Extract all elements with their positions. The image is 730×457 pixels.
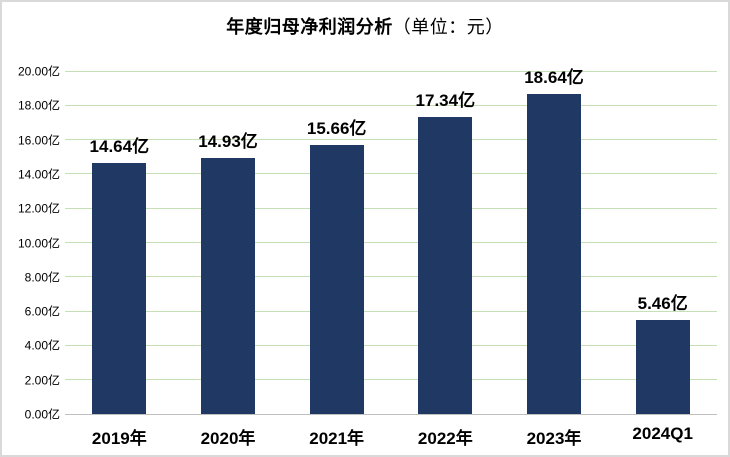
chart-title-main: 年度归母净利润分析 xyxy=(226,17,393,37)
y-gridline xyxy=(65,242,717,243)
x-axis-category-label: 2022年 xyxy=(417,429,473,448)
y-axis-tick-label: 2.00亿 xyxy=(24,373,60,388)
bar-value-label: 17.34亿 xyxy=(415,90,476,110)
bar-value-label: 14.64亿 xyxy=(89,136,150,156)
chart-title: 年度归母净利润分析（单位：元） xyxy=(2,13,728,39)
x-axis-category-label: 2020年 xyxy=(200,429,256,448)
y-axis-tick-label: 18.00亿 xyxy=(17,98,60,113)
y-gridline xyxy=(65,139,717,141)
x-axis-category-label: 2019年 xyxy=(91,429,147,448)
chart-bar-1 xyxy=(201,157,255,414)
y-axis-tick-label: 8.00亿 xyxy=(24,270,60,285)
y-axis-tick-label: 16.00亿 xyxy=(17,133,60,148)
y-axis-tick-label: 20.00亿 xyxy=(17,64,60,79)
y-gridline xyxy=(65,379,717,381)
y-axis-tick-label: 10.00亿 xyxy=(17,236,60,250)
bar-value-label: 18.64亿 xyxy=(524,68,584,88)
x-axis-category-label: 2023年 xyxy=(526,429,582,448)
x-axis-line xyxy=(65,413,717,415)
y-gridline xyxy=(65,173,717,175)
y-axis-tick-label: 4.00亿 xyxy=(24,338,60,353)
x-axis-category-label: 2021年 xyxy=(309,429,365,448)
chart-title-unit: （单位：元） xyxy=(392,17,504,37)
bar-value-label: 14.93亿 xyxy=(198,131,258,151)
y-gridline xyxy=(65,207,717,209)
y-gridline xyxy=(65,70,717,72)
chart-bar-0 xyxy=(92,162,147,414)
bar-value-label: 5.46亿 xyxy=(637,294,688,314)
chart-bar-4 xyxy=(527,94,581,414)
y-gridline xyxy=(65,344,717,346)
x-axis-category-label: 2024Q1 xyxy=(632,424,693,443)
chart-bar-5 xyxy=(635,320,690,414)
y-axis-tick-label: 0.00亿 xyxy=(24,407,60,422)
y-axis-tick-label: 12.00亿 xyxy=(17,201,60,216)
y-axis-tick-label: 6.00亿 xyxy=(24,304,60,319)
y-gridline xyxy=(65,104,717,106)
bar-value-label: 15.66亿 xyxy=(306,119,367,139)
y-axis-tick-label: 14.00亿 xyxy=(17,167,60,182)
chart-bar-2 xyxy=(309,145,364,414)
y-gridline xyxy=(65,276,717,278)
chart-bar-3 xyxy=(418,116,473,414)
y-gridline xyxy=(65,310,717,312)
